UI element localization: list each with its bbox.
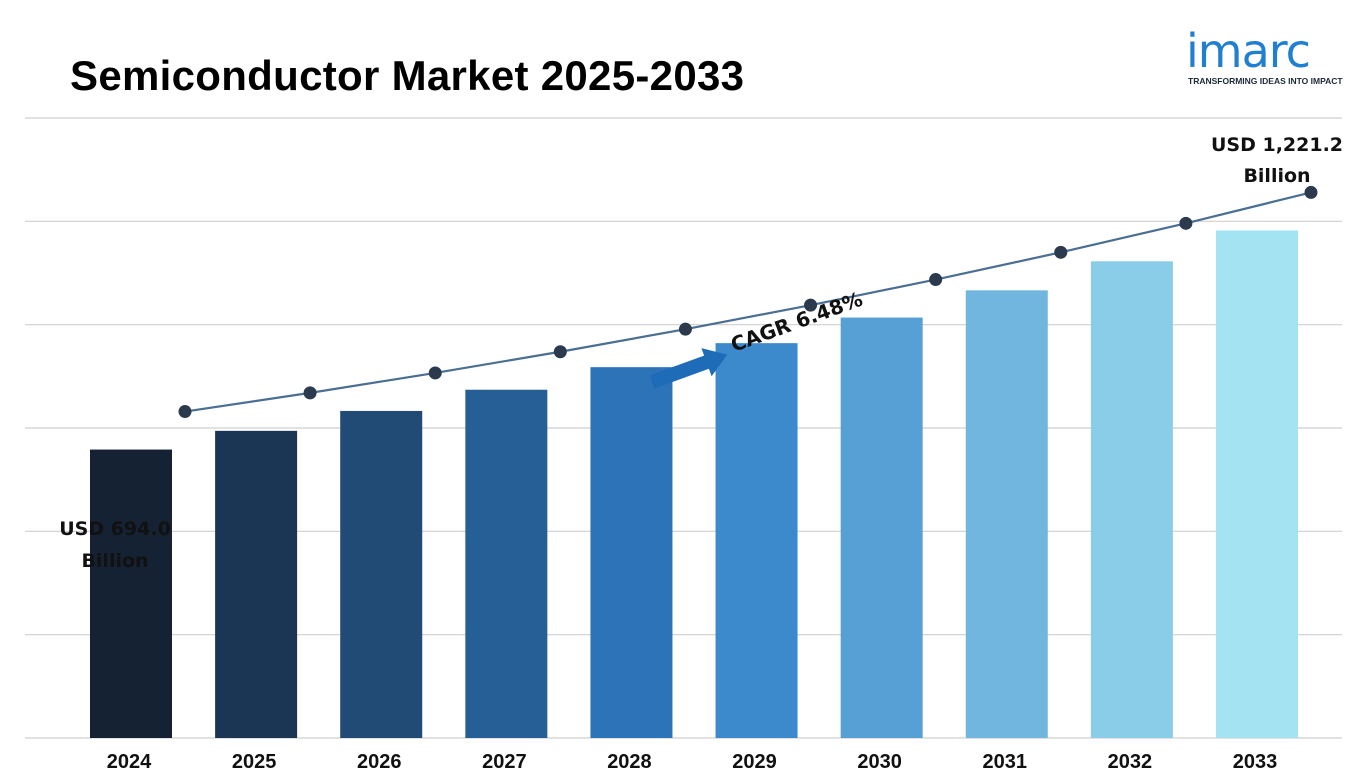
end-value-unit: Billion xyxy=(1243,165,1310,187)
trend-line xyxy=(178,185,1318,419)
trend-marker xyxy=(929,273,943,287)
x-tick-label: 2024 xyxy=(107,751,152,773)
trend-marker xyxy=(428,366,442,380)
x-tick-label: 2027 xyxy=(482,751,527,773)
bar xyxy=(1090,261,1173,738)
end-value-label: USD 1,221.2 xyxy=(1211,134,1343,156)
x-tick-label: 2025 xyxy=(232,751,277,773)
trend-marker xyxy=(1179,216,1193,230)
imarc-logo: imarc TRANSFORMING IDEAS INTO IMPACT xyxy=(1186,20,1343,90)
page-title: Semiconductor Market 2025-2033 xyxy=(70,52,745,99)
bar xyxy=(840,317,923,738)
trend-marker xyxy=(1054,245,1068,259)
x-tick-label: 2030 xyxy=(857,751,902,773)
bar xyxy=(90,449,172,738)
bar xyxy=(1216,230,1298,738)
trend-polyline xyxy=(184,191,1312,413)
bar xyxy=(965,290,1048,738)
trend-marker xyxy=(303,386,317,400)
bar xyxy=(715,343,798,738)
x-tick-label: 2031 xyxy=(983,751,1028,773)
x-tick-label: 2028 xyxy=(607,751,652,773)
trend-marker xyxy=(804,298,818,312)
bar xyxy=(590,367,673,738)
tick-labels: 2024 2025 2026 2027 2028 2029 2030 2031 2032 2033 xyxy=(107,751,1278,773)
bars xyxy=(90,230,1298,738)
x-tick-label: 2032 xyxy=(1108,751,1153,773)
trend-marker xyxy=(678,322,692,336)
trend-marker xyxy=(178,405,192,419)
x-tick-label: 2029 xyxy=(732,751,777,773)
cagr-arrow-shape xyxy=(649,348,728,389)
start-value-label: USD 694.0 xyxy=(59,518,171,540)
bar xyxy=(340,410,423,738)
logo-wordmark: imarc xyxy=(1186,24,1311,78)
cagr-arrow xyxy=(649,348,728,389)
bar xyxy=(465,389,548,738)
start-value-unit: Billion xyxy=(81,550,148,572)
trend-marker xyxy=(1304,185,1318,199)
bar xyxy=(215,430,298,738)
trend-marker xyxy=(553,345,567,359)
x-tick-label: 2033 xyxy=(1233,751,1278,773)
x-tick-label: 2026 xyxy=(357,751,402,773)
logo-tagline: TRANSFORMING IDEAS INTO IMPACT xyxy=(1188,76,1343,86)
